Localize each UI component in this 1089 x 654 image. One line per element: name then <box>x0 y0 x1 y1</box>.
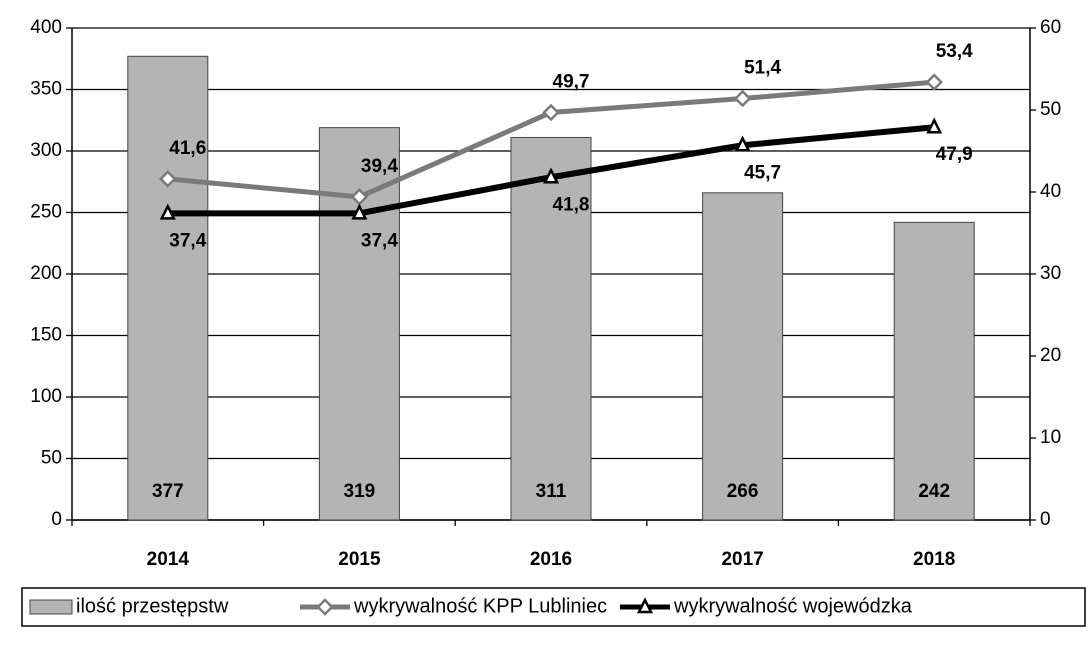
line-marker <box>734 135 751 152</box>
data-label: 37,4 <box>169 230 206 251</box>
y-tick-label: 200 <box>30 263 62 284</box>
y-tick-label: 50 <box>41 448 62 469</box>
y2-tick-label: 10 <box>1040 427 1061 448</box>
data-label: 49,7 <box>553 71 590 92</box>
y2-tick-label: 60 <box>1040 17 1061 38</box>
bar-value-label: 311 <box>536 481 567 502</box>
line-marker <box>542 167 560 184</box>
bar-value-label: 377 <box>152 481 184 502</box>
bar-value-label: 266 <box>727 481 759 502</box>
legend-swatch <box>29 599 73 615</box>
legend-marker <box>316 598 334 616</box>
legend-label: wykrywalność wojewódzka <box>673 595 913 617</box>
legend-box <box>21 587 1086 627</box>
line-marker <box>159 170 177 188</box>
bar-value-label: 242 <box>918 481 950 502</box>
line-marker <box>542 103 560 122</box>
line-marker <box>159 203 176 220</box>
data-label: 41,6 <box>169 138 206 159</box>
bar-value-label: 319 <box>344 481 376 502</box>
x-tick-label: 2017 <box>721 549 763 570</box>
data-label: 53,4 <box>936 41 973 62</box>
data-label: 51,4 <box>744 58 781 79</box>
bar <box>702 192 784 521</box>
data-label: 47,9 <box>936 144 973 165</box>
data-label: 41,8 <box>553 194 590 215</box>
x-tick-label: 2015 <box>338 549 381 570</box>
data-label: 45,7 <box>744 162 781 183</box>
y2-tick-label: 20 <box>1040 345 1061 366</box>
y2-tick-label: 40 <box>1040 181 1061 202</box>
line-marker <box>351 203 368 220</box>
x-tick-label: 2014 <box>147 549 190 570</box>
data-label: 37,4 <box>361 230 398 251</box>
y2-tick-label: 30 <box>1040 263 1061 284</box>
y2-tick-label: 0 <box>1040 509 1051 530</box>
legend-label: wykrywalność KPP Lubliniec <box>353 595 607 617</box>
y-tick-label: 300 <box>30 140 62 161</box>
bar <box>510 136 592 521</box>
legend-marker <box>636 597 654 614</box>
line-marker <box>925 73 943 91</box>
y-tick-label: 0 <box>51 509 62 530</box>
y-tick-label: 150 <box>30 325 62 346</box>
bar <box>127 55 209 521</box>
y-tick-label: 400 <box>30 17 62 38</box>
legend-label: ilość przestępstw <box>76 595 229 617</box>
y2-tick-label: 50 <box>1040 99 1061 120</box>
x-tick-label: 2018 <box>913 549 955 570</box>
y-tick-label: 100 <box>30 386 62 407</box>
bar <box>893 221 975 521</box>
data-label: 39,4 <box>361 156 398 177</box>
y-tick-label: 350 <box>30 79 62 100</box>
y-tick-label: 250 <box>30 202 62 223</box>
x-tick-label: 2016 <box>530 549 572 570</box>
line-marker <box>926 117 943 134</box>
line-marker <box>733 89 752 108</box>
